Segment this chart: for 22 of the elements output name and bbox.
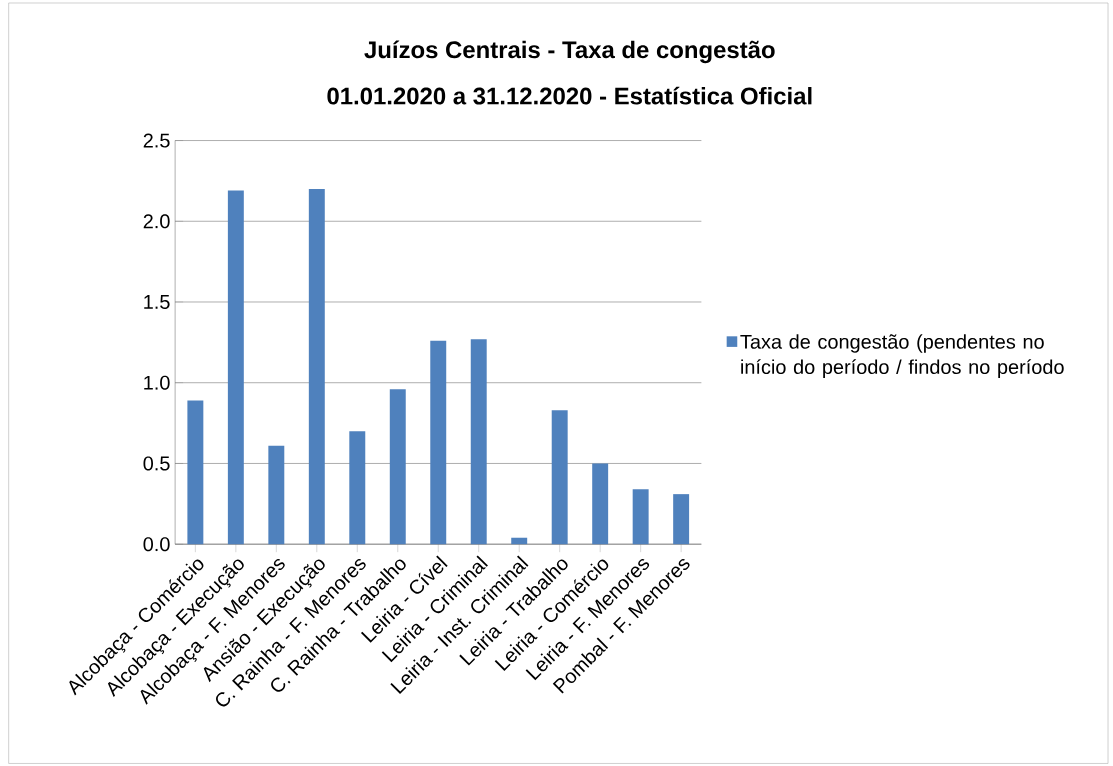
y-tick-label: 2.5	[143, 133, 170, 148]
bar	[227, 190, 244, 544]
bar	[592, 463, 609, 544]
bar	[268, 445, 285, 544]
chart-title: Juízos Centrais - Taxa de congestão	[364, 40, 775, 63]
bar	[389, 388, 406, 544]
y-tick-label: 0.5	[143, 456, 170, 471]
y-tick-label: 1.0	[144, 375, 170, 390]
bar	[551, 409, 568, 544]
bar	[632, 489, 649, 544]
chart-subtitle: 01.01.2020 a 31.12.2020 - Estatística Oficial	[327, 86, 812, 105]
bar	[511, 537, 528, 544]
bar	[470, 338, 487, 544]
y-tick-label: 2.0	[143, 213, 170, 229]
legend-label: Taxa de congestão (pendentes no início do período / findos no período	[740, 333, 1064, 378]
bar	[673, 493, 690, 544]
bar	[349, 430, 366, 544]
y-tick-label: 1.5	[144, 294, 170, 309]
bar	[187, 400, 204, 544]
bar	[430, 340, 447, 544]
bar	[308, 188, 325, 544]
y-tick-label: 0.0	[143, 536, 170, 552]
